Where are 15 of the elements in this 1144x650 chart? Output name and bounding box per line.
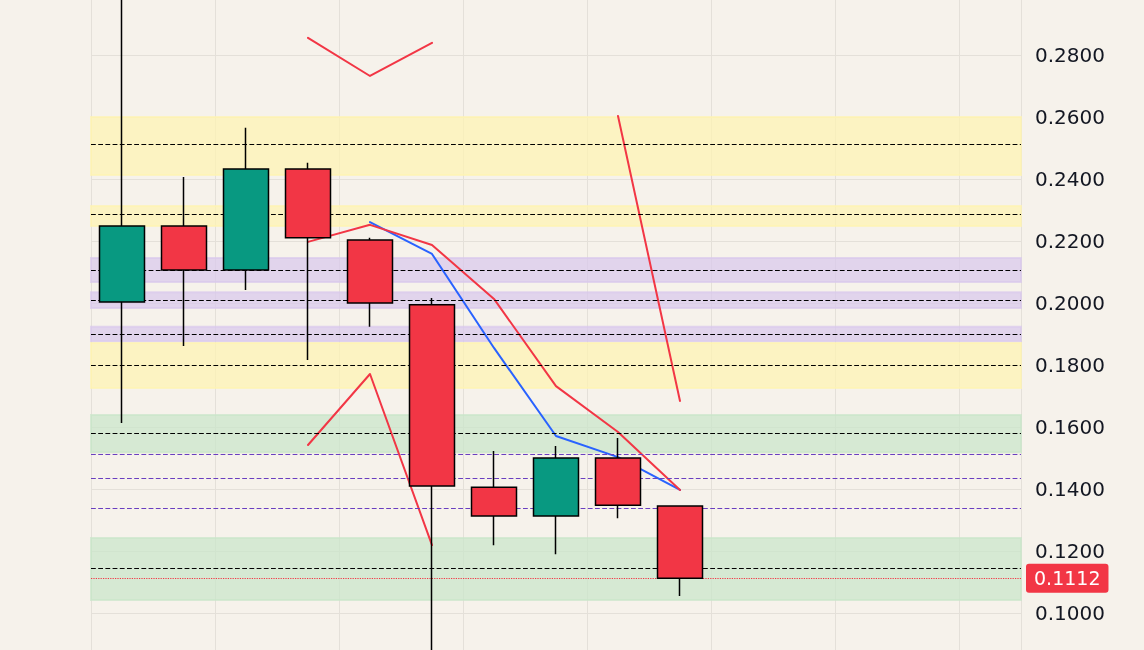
line-series: [369, 221, 681, 491]
y-tick-label: 0.1000: [1035, 601, 1105, 626]
candlestick: [470, 450, 518, 546]
y-tick-label: 0.2600: [1035, 104, 1105, 129]
y-tick-label: 0.2400: [1035, 166, 1105, 191]
ref-line-label: 0.1112: [1034, 567, 1101, 590]
candlestick: [594, 437, 642, 519]
y-tick-label: 0.1800: [1035, 353, 1105, 377]
y-tick-label: 0.1200: [1035, 539, 1105, 564]
y-tick-label: 0.1400: [1035, 477, 1105, 502]
candlestick: [532, 445, 580, 555]
y-tick-label: 0.2200: [1035, 228, 1105, 253]
y-tick-label: 0.2000: [1035, 290, 1105, 315]
y-tick-label: 0.1600: [1035, 415, 1105, 440]
y-tick-label: 0.2800: [1035, 42, 1105, 67]
